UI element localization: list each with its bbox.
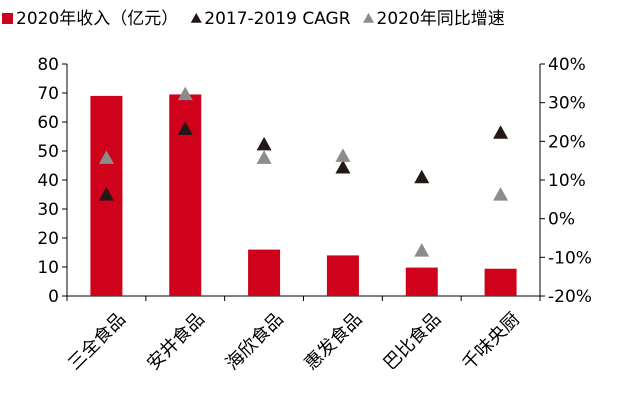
left-tick-label: 20 — [37, 229, 59, 249]
right-tick-label: 0% — [548, 210, 575, 230]
bar — [248, 249, 281, 296]
legend-label: 2020年收入（亿元） — [16, 9, 178, 29]
marker-point — [414, 169, 430, 184]
right-tick-label: 20% — [548, 132, 586, 152]
left-tick-label: 50 — [37, 142, 59, 162]
marker-point — [98, 187, 114, 201]
left-tick-label: 0 — [48, 287, 59, 307]
marks — [90, 86, 517, 297]
legend-label: 2020年同比增速 — [377, 9, 505, 29]
category-label: 安井食品 — [143, 309, 209, 375]
left-tick-label: 40 — [37, 171, 59, 191]
legend: 2020年收入（亿元） 2017-2019 CAGR 2020年同比增速 — [2, 9, 505, 29]
left-tick-label: 10 — [37, 258, 59, 278]
bar — [405, 267, 438, 296]
legend-label: 2017-2019 CAGR — [204, 9, 350, 29]
left-tick-label: 30 — [37, 200, 59, 220]
right-tick-label: -10% — [548, 248, 592, 268]
category-label: 巴比食品 — [380, 309, 446, 375]
right-tick-label: -20% — [548, 287, 592, 307]
marker-point — [335, 148, 351, 162]
bar — [326, 255, 359, 296]
marker-point — [177, 86, 193, 101]
marker-point — [256, 150, 272, 164]
left-tick-label: 60 — [37, 113, 59, 133]
marker-point — [335, 160, 351, 174]
legend-marker — [363, 12, 375, 23]
legend-marker — [190, 12, 202, 23]
marker-point — [177, 121, 193, 135]
left-tick-label: 80 — [37, 55, 59, 75]
legend-swatch — [2, 13, 13, 24]
marker-point — [414, 243, 430, 257]
marker-point — [493, 125, 509, 139]
marker-point — [98, 150, 114, 164]
marker-point — [493, 187, 509, 201]
right-tick-label: 10% — [548, 171, 586, 191]
marker-point — [256, 136, 272, 151]
category-label: 惠发食品 — [301, 309, 367, 375]
right-tick-label: 40% — [548, 55, 586, 75]
right-tick-label: 30% — [548, 94, 586, 114]
category-label: 三全食品 — [64, 309, 130, 375]
category-label: 千味央厨 — [458, 309, 524, 375]
left-tick-label: 70 — [37, 84, 59, 104]
bar — [484, 268, 517, 296]
category-label: 海欣食品 — [222, 309, 288, 375]
